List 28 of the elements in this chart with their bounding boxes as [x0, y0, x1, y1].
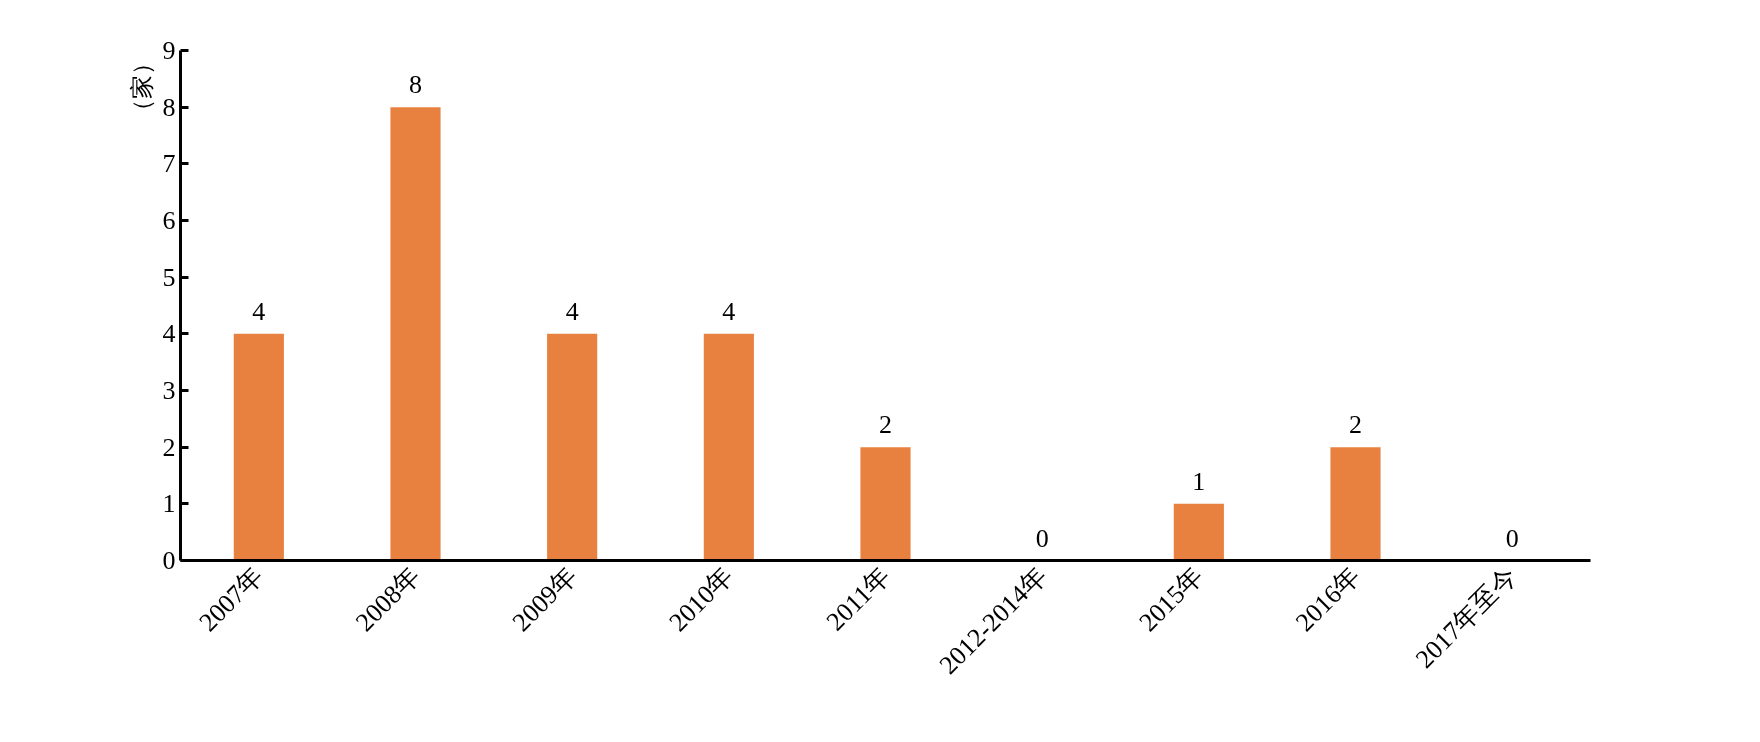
data-label: 4	[722, 296, 736, 326]
bar	[1330, 447, 1381, 561]
y-axis-title: （家）	[128, 50, 155, 123]
data-label: 4	[565, 296, 579, 326]
data-label: 8	[409, 70, 422, 100]
bar	[860, 447, 911, 561]
y-tick-label: 8	[162, 92, 176, 122]
bar	[703, 333, 754, 561]
bar	[390, 107, 441, 561]
y-tick-label: 6	[162, 206, 176, 235]
y-tick-label: 5	[162, 262, 176, 292]
bar	[547, 333, 598, 561]
data-label: 2	[1349, 410, 1362, 440]
y-tick-label: 3	[162, 376, 176, 405]
data-label: 2	[879, 410, 892, 440]
y-tick-label: 4	[162, 319, 176, 349]
data-label: 0	[1505, 523, 1519, 553]
x-tick-label: 2011年	[820, 561, 896, 637]
y-tick-label: 9	[162, 36, 176, 65]
data-label: 4	[252, 296, 266, 326]
y-tick-label: 0	[162, 546, 176, 575]
data-label: 1	[1192, 466, 1206, 496]
y-tick-label: 7	[162, 149, 176, 179]
y-tick-label: 2	[162, 432, 176, 462]
bar	[1173, 503, 1224, 561]
data-label: 0	[1035, 523, 1049, 553]
y-tick-label: 1	[162, 489, 176, 519]
bar	[233, 333, 284, 561]
